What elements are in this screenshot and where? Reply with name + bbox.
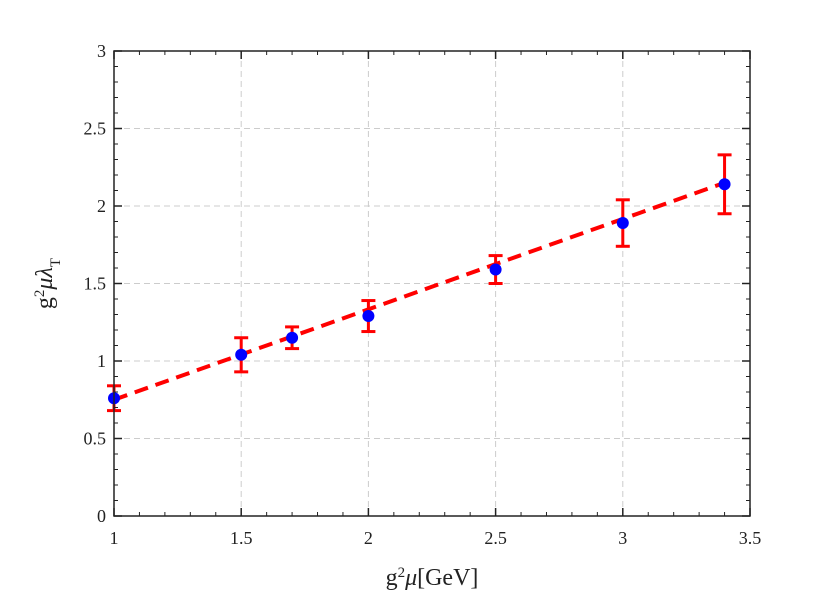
x-tick-label: 3.5 xyxy=(739,528,762,548)
y-tick-label: 1.5 xyxy=(84,274,107,294)
grid xyxy=(114,51,750,516)
x-tick-label: 3 xyxy=(618,528,627,548)
x-tick-label: 1.5 xyxy=(230,528,253,548)
y-axis-label: g2μλT xyxy=(32,258,64,309)
x-tick-label: 1 xyxy=(110,528,119,548)
y-tick-label: 2 xyxy=(97,196,106,216)
data-point xyxy=(235,348,248,361)
y-tick-label: 0.5 xyxy=(84,429,107,449)
fit-line xyxy=(113,180,726,402)
ticks-group xyxy=(113,50,751,517)
data-point xyxy=(489,263,502,276)
y-tick-label: 2.5 xyxy=(84,119,107,139)
y-tick-label: 1 xyxy=(97,351,106,371)
data-points-group xyxy=(107,153,732,413)
x-tick-label: 2 xyxy=(364,528,373,548)
data-point xyxy=(616,217,629,230)
tick-labels-group: 1 1.5 2 2.5 3 3.5 0 0.5 1 1.5 2 2.5 3 xyxy=(84,41,762,548)
data-point xyxy=(718,178,731,191)
fit-line-group xyxy=(113,180,726,402)
x-axis-label: g2μ[GeV] xyxy=(386,565,479,591)
y-tick-label: 3 xyxy=(97,41,106,61)
data-point xyxy=(362,310,375,323)
data-point xyxy=(286,331,299,344)
y-tick-label: 0 xyxy=(97,506,106,526)
x-tick-label: 2.5 xyxy=(484,528,507,548)
